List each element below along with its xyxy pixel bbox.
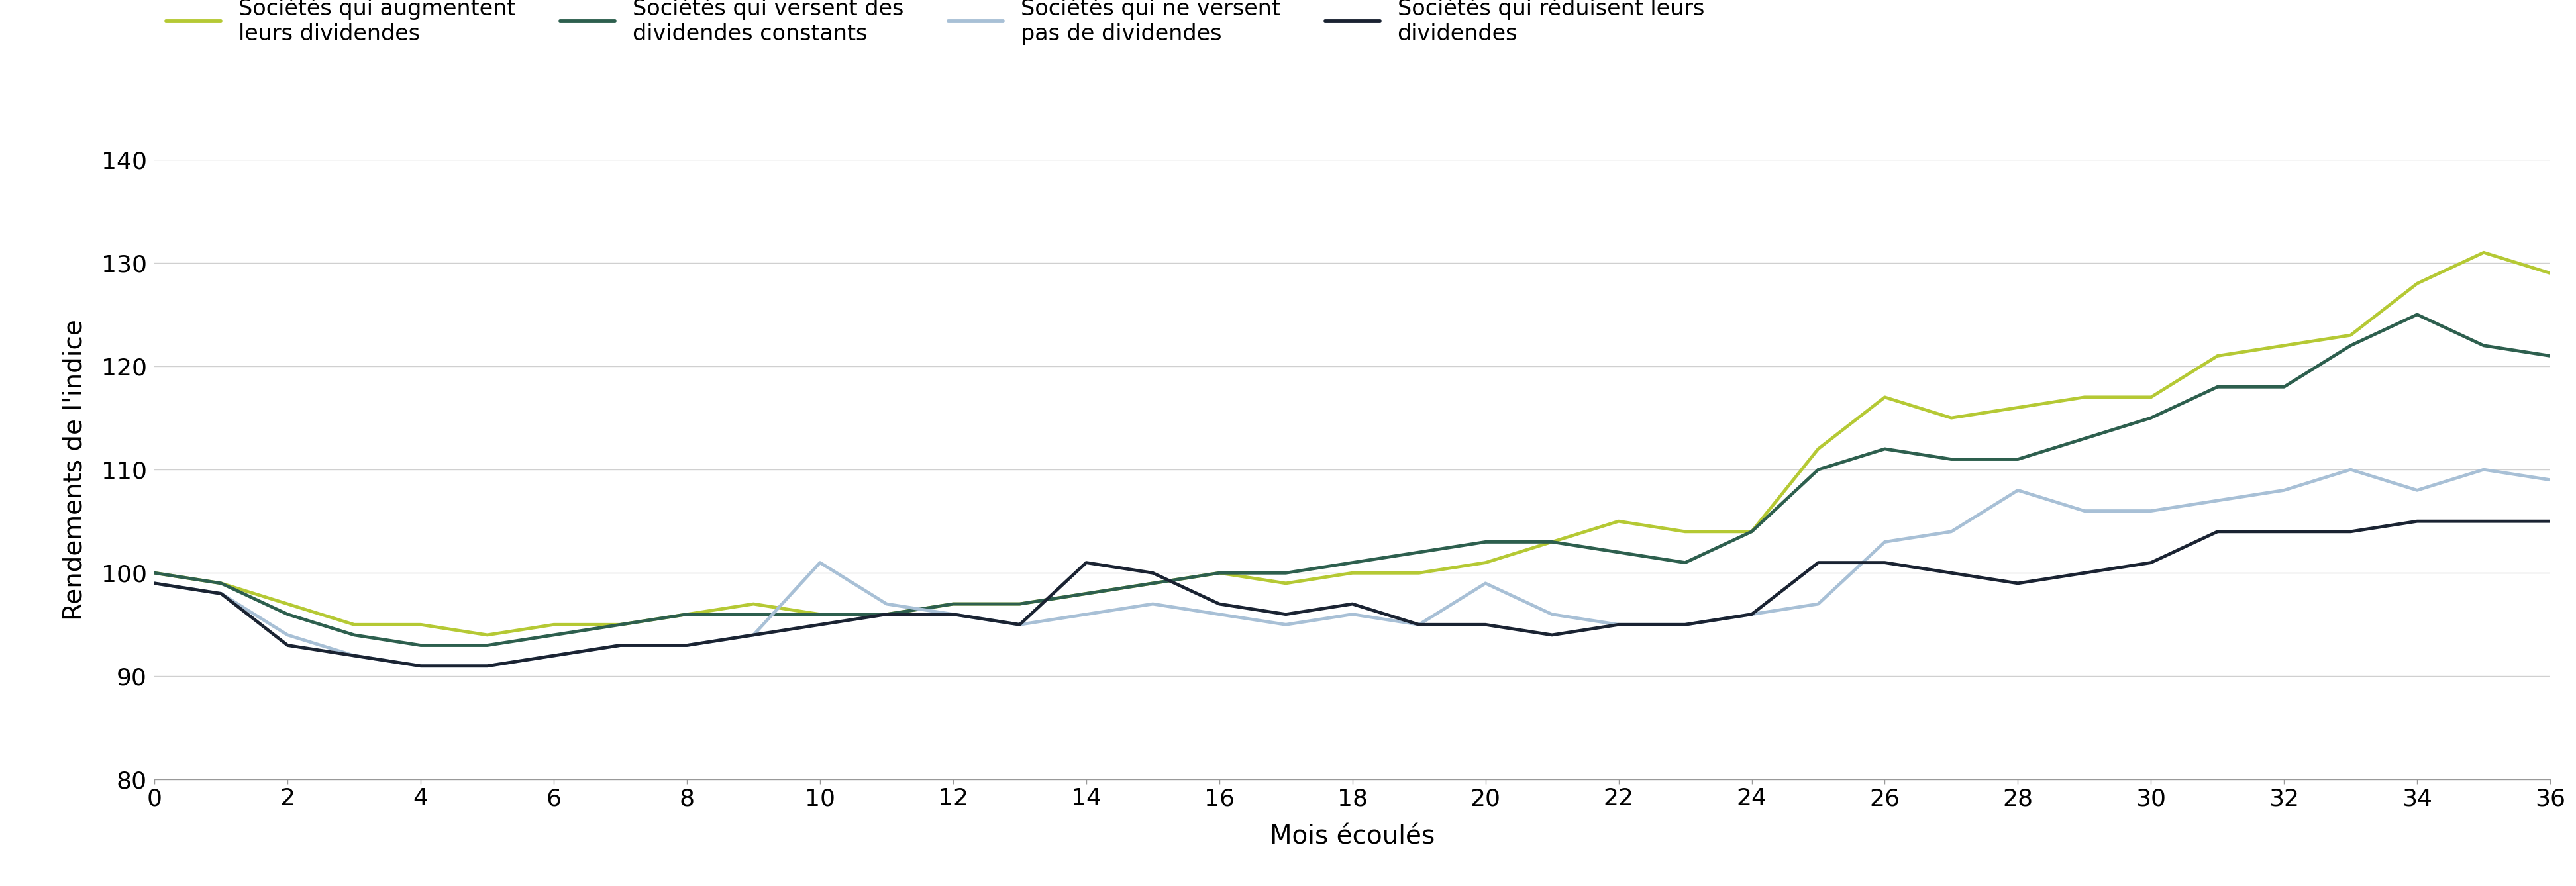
X-axis label: Mois écoulés: Mois écoulés — [1270, 824, 1435, 849]
Legend: Sociétés qui augmentent
leurs dividendes, Sociétés qui versent des
dividendes co: Sociétés qui augmentent leurs dividendes… — [165, 0, 1705, 45]
Y-axis label: Rendements de l'indice: Rendements de l'indice — [62, 319, 88, 620]
